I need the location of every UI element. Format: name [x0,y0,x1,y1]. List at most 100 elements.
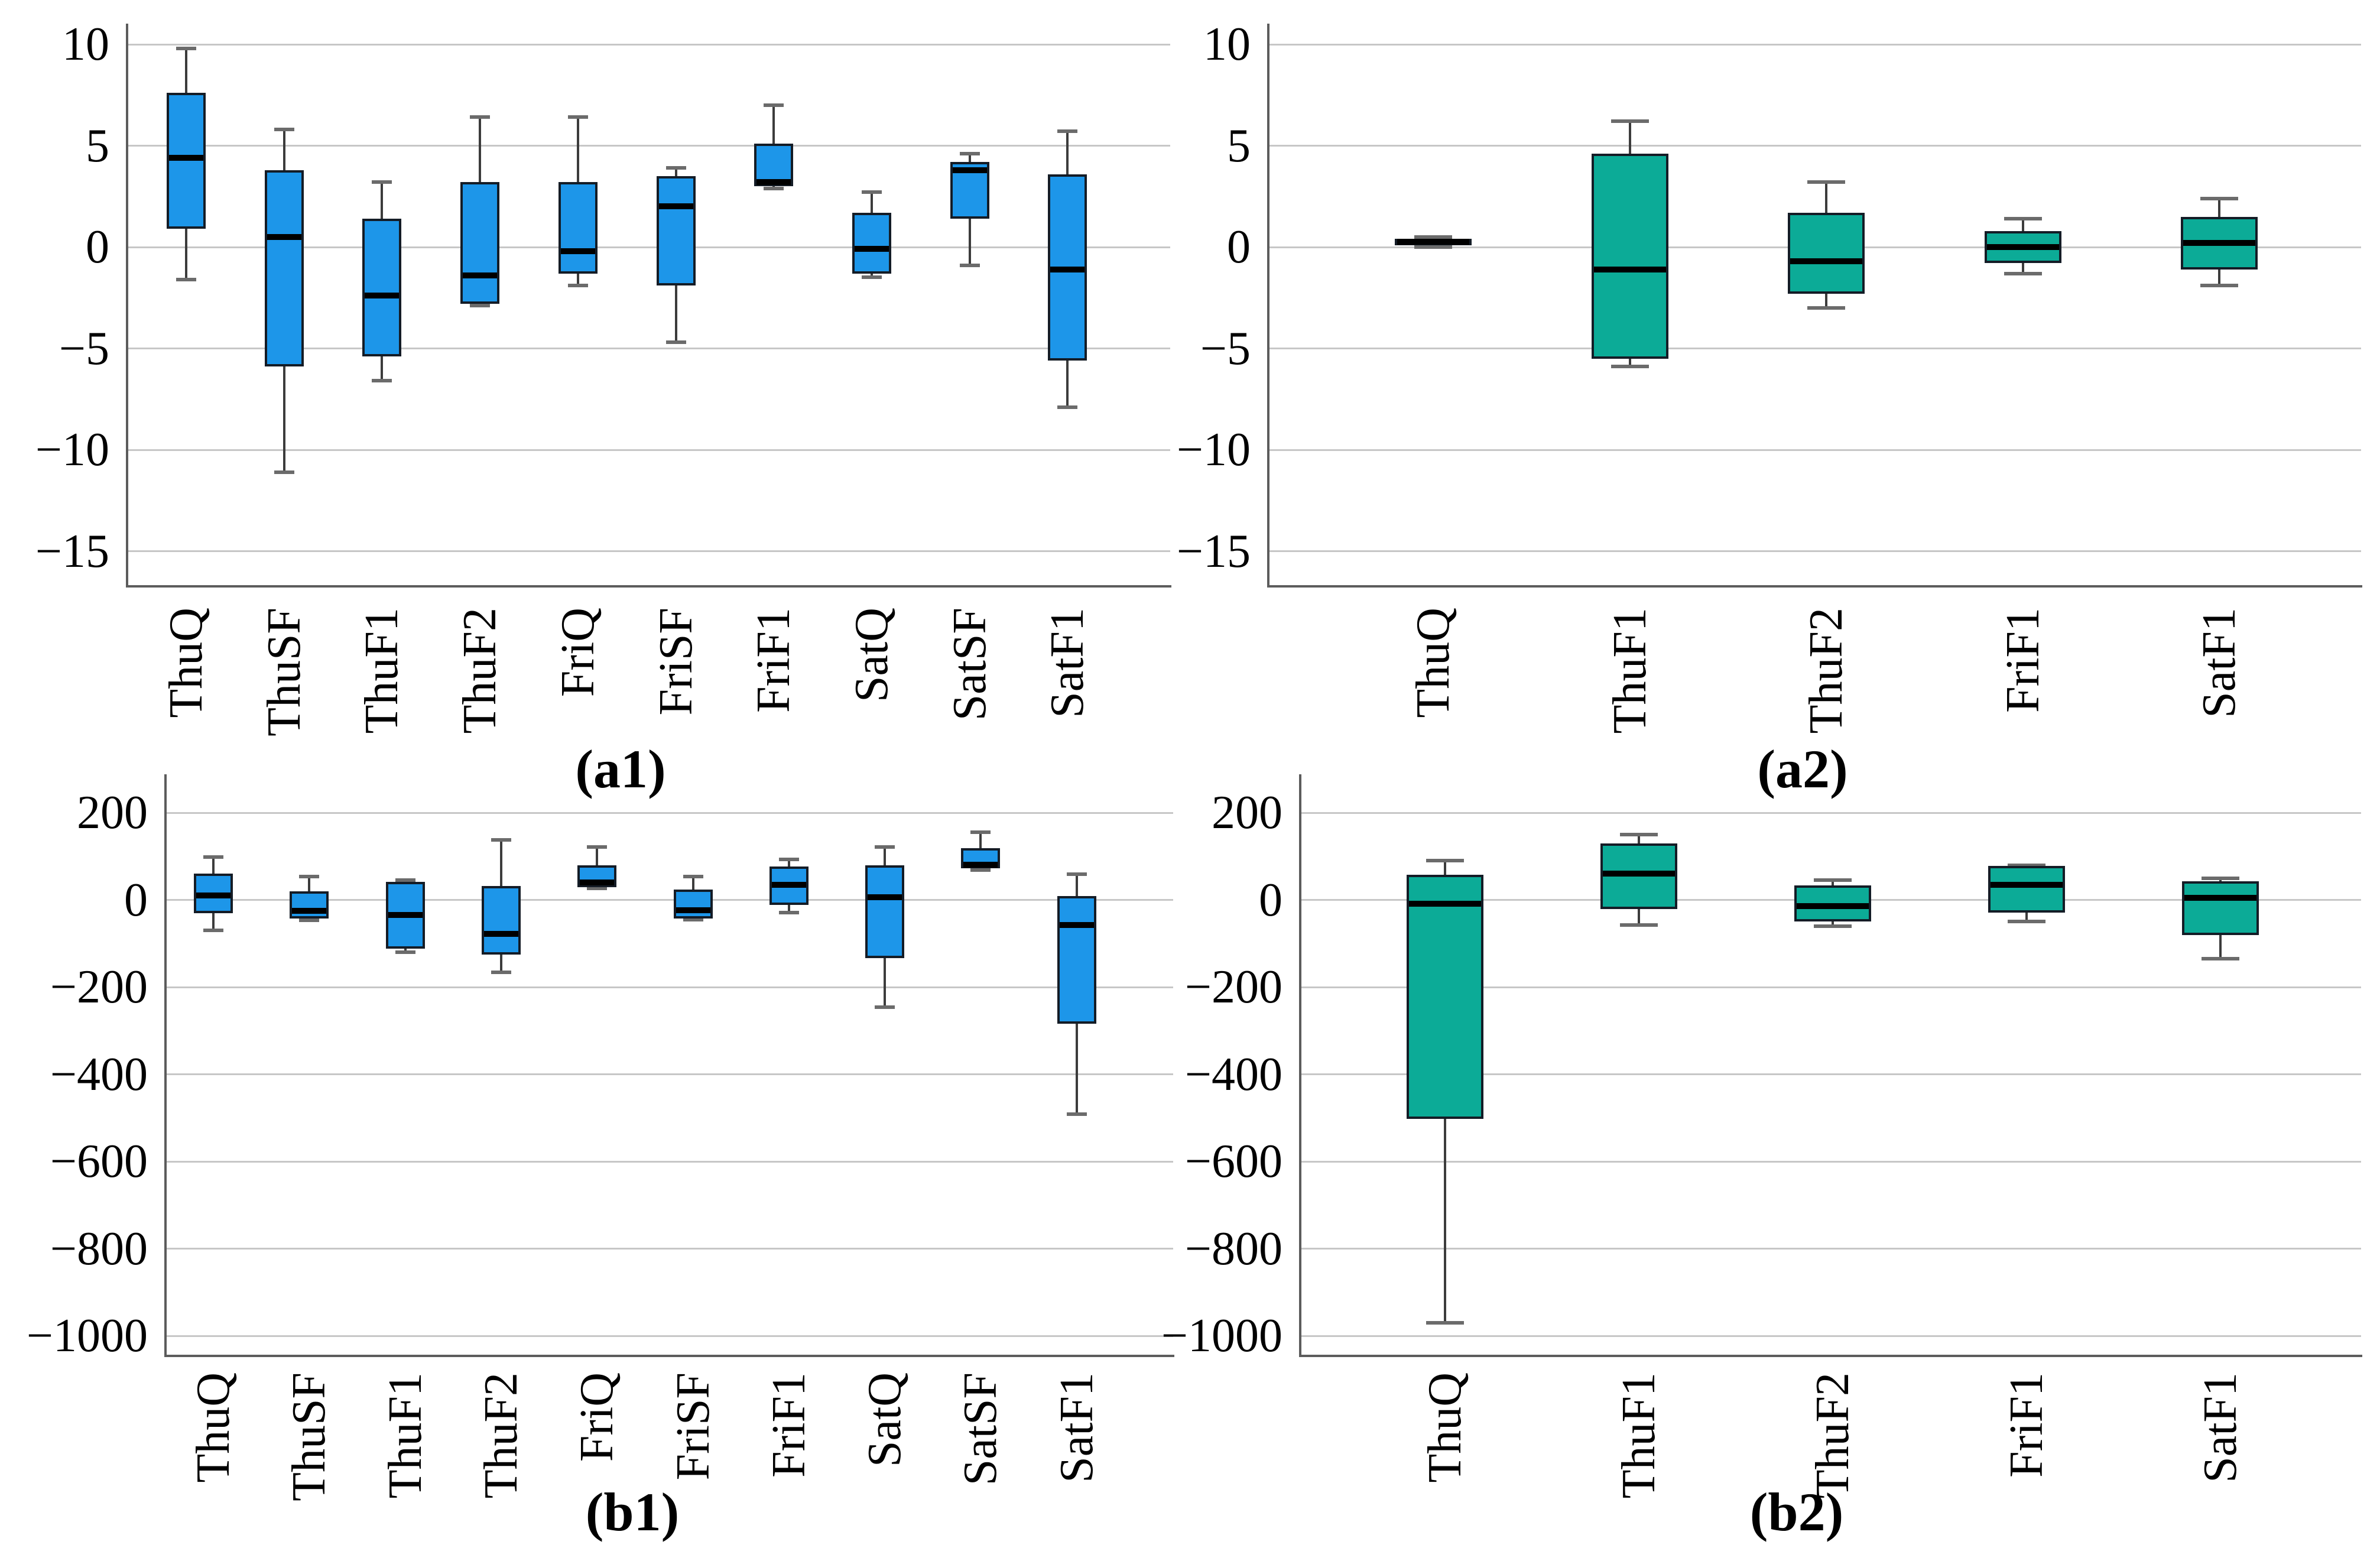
median-line [1991,882,2063,888]
gridline [1300,1160,2361,1163]
gridline [1268,449,2361,451]
gridline [165,812,1173,814]
gridline [1268,348,2361,349]
whisker-cap-max [1620,832,1658,836]
y-tick-label: −600 [50,1135,148,1187]
whisker-cap-min [861,275,882,280]
box-body [1057,895,1096,1024]
whisker-cap-max [875,845,895,849]
median-line [365,293,400,299]
whisker-cap-max [665,166,686,170]
x-axis-line [1299,1355,2362,1357]
whisker-cap-min [567,284,588,288]
gridline [127,246,1170,248]
y-tick-label: 10 [62,18,109,70]
median-line [1409,901,1481,907]
median-line [463,272,498,279]
whisker-cap-max [2004,216,2042,220]
whisker-cap-max [970,830,991,835]
box-body [2182,881,2259,936]
y-tick-label: −10 [35,424,109,476]
y-tick-label: −200 [1184,961,1282,1013]
gridline [127,449,1170,451]
median-line [952,167,987,173]
whisker-cap-min [176,277,196,281]
box-body [264,170,304,367]
whisker-cap-max [1414,235,1452,239]
box-body [1788,212,1865,294]
whisker-cap-min [1814,924,1852,928]
gridline [1300,1073,2361,1075]
x-axis-line [1267,585,2362,588]
median-line [963,861,998,868]
gridline [165,986,1173,988]
whisker-cap-max [2008,863,2045,867]
whisker-cap-max [683,874,703,878]
gridline [1300,1248,2361,1250]
box-body [673,889,713,919]
whisker-cap-max [203,855,223,859]
box-body [656,176,696,286]
whisker-cap-min [587,887,608,891]
whisker-cap-min [1057,405,1078,409]
x-tick-label: ThuQ [1419,1372,1471,1483]
whisker-cap-min [1611,365,1649,369]
whisker-cap-max [299,875,320,879]
whisker-cap-min [764,186,784,190]
gridline [165,1160,1173,1163]
gridline [1268,145,2361,147]
gridline [165,1073,1173,1075]
y-tick-label: −5 [59,322,109,375]
whisker-cap-max [1066,872,1087,876]
median-line [2184,894,2256,901]
panel-caption: (b1) [585,1482,680,1542]
whisker-cap-min [2202,957,2239,961]
gridline [165,1335,1173,1337]
median-line [1593,266,1666,272]
whisker-cap-min [1426,1320,1464,1325]
whisker-cap-max [470,115,491,119]
gridline [127,348,1170,349]
whisker-cap-max [764,103,784,107]
y-tick-label: 5 [86,119,109,172]
whisker-cap-min [395,950,415,954]
whisker-cap-max [1611,119,1649,124]
median-line [1397,239,1469,245]
median-line [756,179,791,186]
whisker-cap-max [1057,129,1078,134]
gridline [165,899,1173,901]
y-tick-label: −1000 [1161,1310,1282,1362]
median-line [196,893,230,899]
y-tick-label: −1000 [26,1310,148,1362]
y-axis-line [126,24,128,585]
whisker-cap-min [2008,919,2045,923]
gridline [127,43,1170,46]
y-tick-label: −600 [1184,1135,1282,1187]
gridline [1300,1335,2361,1337]
y-tick-label: 10 [1203,18,1251,70]
box-body [1988,865,2065,913]
whisker-cap-min [970,868,991,872]
box-body [1407,875,1483,1119]
whisker-cap-max [2200,196,2238,200]
y-tick-label: −400 [50,1048,148,1101]
box-body [460,182,500,304]
gridline [127,145,1170,147]
box-body [852,212,891,274]
whisker-cap-max [1807,180,1845,184]
y-tick-label: −800 [50,1222,148,1275]
whisker-cap-min [683,918,703,922]
box-body [1600,843,1677,909]
median-line [868,894,902,901]
panel-caption: (b2) [1749,1482,1844,1542]
median-line [658,203,693,210]
whisker-cap-max [861,190,882,194]
median-line [292,907,327,914]
y-tick-label: 0 [124,874,148,926]
median-line [483,931,518,937]
y-tick-label: −15 [35,525,109,577]
gridline [127,550,1170,552]
whisker-cap-min [372,379,392,383]
